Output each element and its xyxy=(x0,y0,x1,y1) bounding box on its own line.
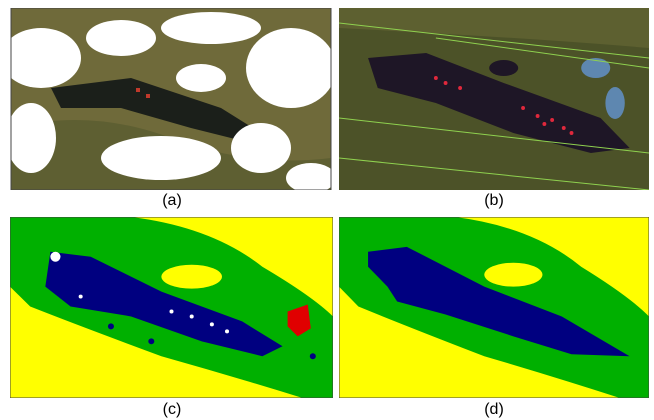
panel-label: (b) xyxy=(484,192,504,209)
panel-c-image xyxy=(10,217,333,398)
panel-d-image xyxy=(339,217,649,398)
panel-label: (d) xyxy=(484,401,504,418)
figure-canvas: (a) (b) (c) xyxy=(0,0,654,420)
figure: (a) (b) (c) xyxy=(0,0,654,420)
panel-b-image xyxy=(339,8,649,190)
panel-a-image xyxy=(1,8,336,193)
panel-label: (a) xyxy=(162,192,182,209)
panel-label: (c) xyxy=(163,401,182,418)
